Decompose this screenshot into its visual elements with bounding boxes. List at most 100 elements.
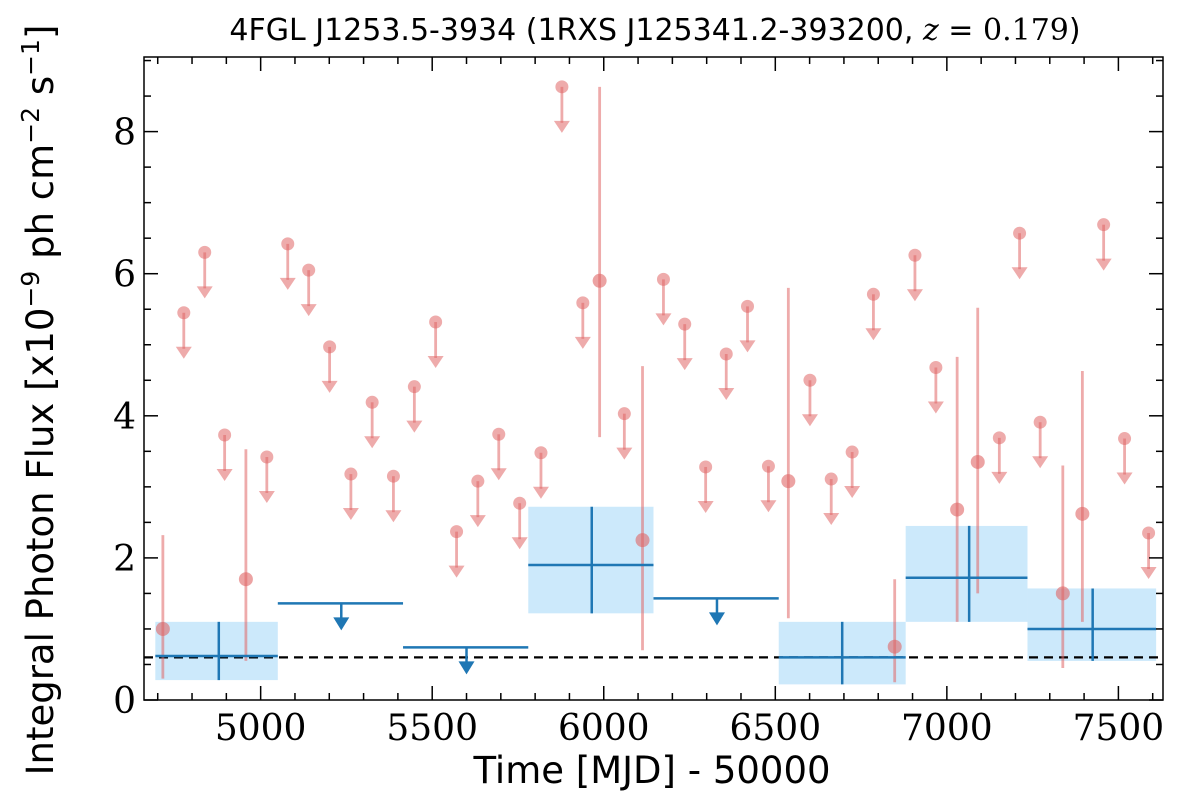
- short-bin-point: [238, 572, 253, 587]
- short-upper-limit-arrow: [300, 304, 317, 317]
- plot-area: [144, 80, 1163, 685]
- short-bin-point: [781, 474, 796, 489]
- short-upper-limit-arrow: [616, 447, 633, 460]
- short-upper-limit-arrow: [490, 468, 507, 481]
- short-upper-limit-arrow: [469, 515, 486, 528]
- plot-frame: [143, 56, 1164, 701]
- long-upper-limit-arrow: [333, 617, 350, 631]
- x-tick-label: 7500: [1073, 708, 1165, 749]
- short-upper-limit-point: [656, 272, 670, 286]
- x-tick-label: 6000: [558, 708, 650, 749]
- short-upper-limit-point: [845, 445, 859, 459]
- short-upper-limit-arrow: [279, 277, 296, 290]
- short-bin-point: [970, 454, 985, 469]
- long-bin-band: [155, 621, 278, 681]
- long-upper-limit-arrow: [458, 661, 475, 675]
- short-upper-limit-arrow: [865, 328, 882, 341]
- y-tick-label: 8: [113, 113, 136, 154]
- title-source: 4FGL J1253.5-3934: [229, 13, 516, 48]
- short-upper-limit-arrow: [1011, 267, 1028, 280]
- short-upper-limit-point: [761, 459, 775, 473]
- short-upper-limit-arrow: [196, 286, 213, 299]
- short-upper-limit-point: [218, 428, 232, 442]
- short-upper-limit-arrow: [406, 420, 423, 433]
- short-upper-limit-point: [617, 407, 631, 421]
- short-upper-limit-arrow: [364, 436, 381, 449]
- short-upper-limit-point: [1097, 218, 1111, 232]
- short-upper-limit-arrow: [760, 500, 777, 513]
- short-upper-limit-arrow: [739, 340, 756, 353]
- short-bin-point: [592, 273, 607, 288]
- short-upper-limit-arrow: [216, 468, 233, 481]
- short-upper-limit-point: [198, 245, 212, 259]
- x-axis-label: Time [MJD] - 50000: [472, 749, 830, 792]
- short-upper-limit-point: [365, 395, 379, 409]
- short-upper-limit-arrow: [1095, 258, 1112, 271]
- short-upper-limit-arrow: [844, 486, 861, 499]
- short-upper-limit-point: [513, 496, 527, 510]
- short-upper-limit-arrow: [553, 120, 570, 133]
- y-label-s: s: [19, 76, 62, 107]
- short-upper-limit-point: [866, 287, 880, 301]
- short-upper-limit-arrow: [448, 565, 465, 578]
- y-tick-label: 2: [113, 539, 136, 580]
- short-upper-limit-arrow: [823, 513, 840, 526]
- x-tick-label: 5500: [386, 708, 478, 749]
- short-upper-limit-arrow: [655, 313, 672, 326]
- short-upper-limit-point: [824, 472, 838, 486]
- short-upper-limit-point: [576, 296, 590, 310]
- short-upper-limit-point: [678, 317, 692, 331]
- title-z-equals: =: [939, 13, 983, 48]
- short-upper-limit-arrow: [532, 486, 549, 499]
- long-bin-band: [905, 525, 1028, 622]
- short-upper-limit-point: [177, 306, 191, 320]
- short-upper-limit-arrow: [906, 289, 923, 302]
- short-upper-limit-point: [429, 315, 443, 329]
- short-upper-limit-point: [803, 373, 817, 387]
- short-upper-limit-point: [719, 347, 733, 361]
- short-upper-limit-point: [450, 525, 464, 539]
- short-upper-limit-arrow: [697, 500, 714, 513]
- short-upper-limit-point: [492, 427, 506, 441]
- short-upper-limit-point: [1118, 432, 1132, 446]
- short-upper-limit-arrow: [927, 401, 944, 414]
- x-tick-label: 6500: [729, 708, 821, 749]
- title-z-symbol: z: [922, 13, 939, 48]
- y-label-exp2: −2: [16, 107, 45, 144]
- short-bin-point: [950, 502, 965, 517]
- x-tick-label: 5000: [215, 708, 307, 749]
- short-upper-limit-arrow: [574, 336, 591, 349]
- short-upper-limit-point: [1013, 226, 1027, 240]
- y-label-mid: ph cm: [19, 144, 62, 271]
- short-upper-limit-point: [471, 474, 485, 488]
- short-upper-limit-arrow: [1116, 472, 1133, 485]
- short-upper-limit-arrow: [258, 491, 275, 504]
- short-upper-limit-arrow: [385, 510, 402, 523]
- long-upper-limit-arrow: [708, 612, 725, 626]
- short-upper-limit-point: [260, 450, 274, 464]
- short-upper-limit-point: [699, 460, 713, 474]
- chart-title: 4FGL J1253.5-3934 (1RXS J125341.2-393200…: [229, 13, 1080, 48]
- short-upper-limit-arrow: [991, 471, 1008, 484]
- short-upper-limit-arrow: [801, 414, 818, 427]
- short-upper-limit-point: [386, 469, 400, 483]
- short-upper-limit-arrow: [321, 380, 338, 393]
- short-upper-limit-point: [1142, 526, 1156, 540]
- y-tick-label: 4: [113, 397, 136, 438]
- short-upper-limit-point: [281, 237, 295, 251]
- short-bin-point: [887, 639, 902, 654]
- y-label-text: Integral Photon Flux [x10: [19, 308, 62, 776]
- title-z-value: 0.179: [983, 13, 1069, 48]
- short-upper-limit-arrow: [427, 356, 444, 369]
- short-upper-limit-arrow: [342, 508, 359, 521]
- x-tick-label: 7000: [901, 708, 993, 749]
- short-upper-limit-point: [1033, 415, 1047, 429]
- short-upper-limit-arrow: [175, 346, 192, 359]
- short-upper-limit-point: [992, 431, 1006, 445]
- short-upper-limit-point: [908, 248, 922, 262]
- y-tick-label: 0: [113, 681, 136, 722]
- short-upper-limit-point: [344, 467, 358, 481]
- short-upper-limit-arrow: [676, 358, 693, 371]
- title-paren-open: (1RXS J125341.2-393200,: [516, 13, 923, 48]
